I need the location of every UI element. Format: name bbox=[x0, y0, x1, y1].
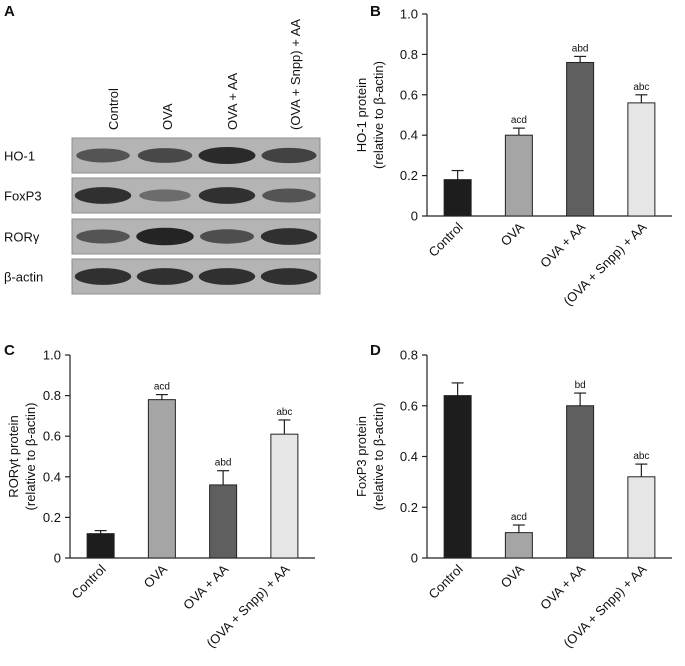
y-axis-label: (relative to β-actin) bbox=[23, 403, 38, 511]
blot-condition-labels: Control OVA OVA + AA (OVA + Snpp) + AA bbox=[106, 19, 303, 130]
blot-row-label: β-actin bbox=[4, 270, 43, 285]
blot-row-label: FoxP3 bbox=[4, 189, 42, 204]
category-label: Control bbox=[425, 561, 465, 601]
y-tick-label: 0.8 bbox=[400, 47, 418, 62]
significance-label: bd bbox=[575, 380, 586, 391]
panel-label: C bbox=[4, 342, 15, 359]
y-tick-label: 1.0 bbox=[43, 348, 61, 363]
blot-band bbox=[198, 268, 256, 285]
category-label: Control bbox=[425, 219, 465, 259]
chart-panel-c: C 0 0.2 0.4 0.6 0.8 1.0 RORγt protein (relative … bbox=[4, 342, 315, 651]
y-tick-label: 0.2 bbox=[43, 510, 61, 525]
y-tick-label: 0 bbox=[54, 551, 61, 566]
y-tick-label: 0.2 bbox=[400, 500, 418, 515]
bar bbox=[86, 533, 115, 559]
bar bbox=[627, 476, 656, 559]
blot-band bbox=[262, 188, 316, 203]
category-label: OVA + AA bbox=[537, 561, 588, 612]
blot-condition-label: OVA bbox=[160, 103, 175, 130]
y-tick-label: 0.8 bbox=[43, 388, 61, 403]
blot-band bbox=[200, 229, 254, 244]
y-axis-label: FoxP3 protein bbox=[354, 416, 369, 497]
blot-rows: HO-1 FoxP3 RORγ β-actin bbox=[4, 137, 321, 295]
y-tick-label: 0.6 bbox=[43, 429, 61, 444]
panel-label-a: A bbox=[4, 3, 15, 20]
blot-band bbox=[76, 229, 130, 244]
blot-band bbox=[139, 189, 191, 202]
y-tick-label: 0 bbox=[411, 551, 418, 566]
category-label: Control bbox=[68, 561, 108, 601]
significance-label: abc bbox=[633, 451, 649, 462]
significance-label: abd bbox=[215, 458, 232, 469]
blot-row-label: RORγ bbox=[4, 230, 40, 245]
bar bbox=[566, 61, 595, 217]
y-tick-label: 0.4 bbox=[400, 449, 418, 464]
y-tick-label: 0.4 bbox=[43, 469, 61, 484]
category-label: OVA + AA bbox=[180, 561, 231, 612]
blot-band bbox=[76, 148, 130, 163]
blot-band bbox=[261, 147, 317, 164]
chart-panel-b: B 0 0.2 0.4 0.6 0.8 1.0 HO-1 protein (relative t… bbox=[354, 3, 672, 309]
blot-condition-label: OVA + AA bbox=[225, 72, 240, 130]
y-tick-label: 0.4 bbox=[400, 128, 418, 143]
blot-band bbox=[198, 187, 256, 204]
significance-label: abd bbox=[572, 43, 589, 54]
significance-label: abc bbox=[633, 82, 649, 93]
bar bbox=[566, 405, 595, 559]
bar bbox=[147, 399, 176, 559]
bar bbox=[627, 102, 656, 217]
y-tick-label: 1.0 bbox=[400, 7, 418, 22]
blot-band bbox=[74, 187, 132, 204]
blot-band bbox=[74, 268, 132, 285]
blot-band bbox=[198, 146, 256, 165]
y-tick-label: 0.2 bbox=[400, 168, 418, 183]
significance-label: acd bbox=[511, 115, 527, 126]
y-axis-label: RORγt protein bbox=[6, 415, 21, 497]
y-tick-label: 0.6 bbox=[400, 87, 418, 102]
blot-band bbox=[137, 148, 193, 163]
blot-band bbox=[136, 268, 194, 285]
significance-label: acd bbox=[511, 512, 527, 523]
significance-label: acd bbox=[154, 382, 170, 393]
y-tick-label: 0.6 bbox=[400, 398, 418, 413]
blot-condition-label: Control bbox=[106, 88, 121, 130]
blot-band bbox=[136, 227, 194, 246]
bar bbox=[443, 395, 472, 559]
blot-band bbox=[260, 268, 318, 285]
bar bbox=[443, 179, 472, 217]
panel-label: B bbox=[370, 3, 381, 20]
bar bbox=[209, 484, 238, 559]
blot-condition-label: (OVA + Snpp) + AA bbox=[288, 19, 303, 130]
y-tick-label: 0.8 bbox=[400, 348, 418, 363]
category-label: OVA bbox=[498, 561, 528, 591]
y-axis-label: HO-1 protein bbox=[354, 78, 369, 152]
bar bbox=[504, 134, 533, 217]
blot-panel: A Control OVA OVA + AA (OVA + Snpp) + AA HO… bbox=[4, 3, 321, 295]
panel-label: D bbox=[370, 342, 381, 359]
bar bbox=[504, 532, 533, 559]
y-tick-label: 0 bbox=[411, 209, 418, 224]
significance-label: abc bbox=[276, 407, 292, 418]
y-axis-label: (relative to β-actin) bbox=[371, 61, 386, 169]
category-label: OVA bbox=[141, 561, 171, 591]
category-label: OVA + AA bbox=[537, 219, 588, 270]
blot-band bbox=[260, 228, 318, 245]
y-axis-label: (relative to β-actin) bbox=[371, 403, 386, 511]
blot-row-label: HO-1 bbox=[4, 149, 35, 164]
chart-panel-d: D 0 0.2 0.4 0.6 0.8 FoxP3 protein (relative to … bbox=[354, 342, 672, 651]
bar bbox=[270, 433, 299, 559]
category-label: OVA bbox=[498, 219, 528, 249]
